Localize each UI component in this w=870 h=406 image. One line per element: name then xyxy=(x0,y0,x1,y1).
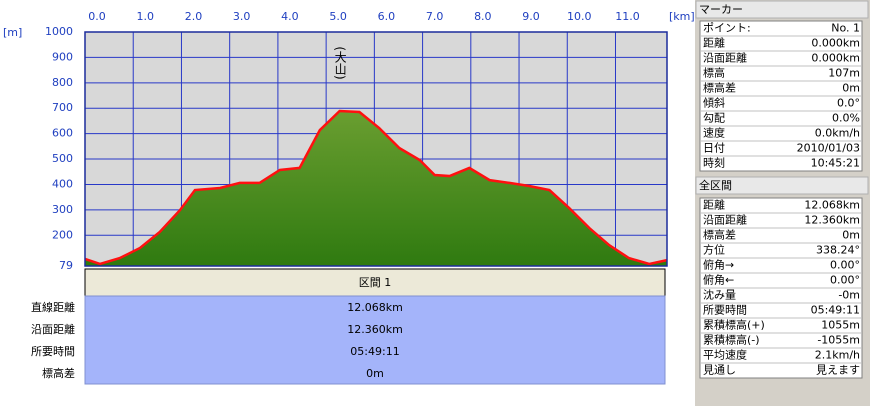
section-row-value: 05:49:11 xyxy=(350,345,399,358)
x-tick-label: 11.0 xyxy=(615,10,640,23)
section-row-label: 所要時間 xyxy=(31,345,75,358)
panel-key: 俯角→ xyxy=(703,258,734,272)
panel-key: 平均速度 xyxy=(703,348,747,362)
panel-key: 勾配 xyxy=(703,112,725,125)
panel-key: 標高差 xyxy=(703,228,736,242)
x-tick-label: 9.0 xyxy=(522,10,540,23)
panel-key: 標高 xyxy=(703,66,725,80)
x-tick-label: 3.0 xyxy=(233,10,251,23)
y-tick-label: 200 xyxy=(52,228,73,241)
section-row-value: 12.068km xyxy=(347,301,403,314)
peak-annotation: (大山) xyxy=(333,46,347,79)
panel-value: 見えます xyxy=(816,364,860,377)
section-row-value: 0m xyxy=(366,367,384,380)
panel-key: 累積標高(+) xyxy=(703,318,765,332)
panel-key: 方位 xyxy=(703,243,725,257)
panel-key: 傾斜 xyxy=(703,96,725,110)
y-tick-label: 1000 xyxy=(45,25,73,38)
marker-panel-header xyxy=(695,0,869,19)
section-title: 区間 1 xyxy=(359,276,392,289)
panel-value: 0.0° xyxy=(837,97,860,110)
section-row-label: 直線距離 xyxy=(31,300,75,314)
y-tick-label: 500 xyxy=(52,152,73,165)
panel-key: 俯角← xyxy=(703,273,734,287)
panel-value: 0.00° xyxy=(830,259,860,272)
y-tick-label: 300 xyxy=(52,203,73,216)
plot-border xyxy=(84,31,668,267)
panel-value: 338.24° xyxy=(816,244,860,257)
panel-key: 沈み量 xyxy=(703,288,736,302)
y-tick-label: 600 xyxy=(52,127,73,140)
x-tick-label: 8.0 xyxy=(474,10,492,23)
panel-key: 時刻 xyxy=(703,156,725,170)
panel-value: -1055m xyxy=(817,334,860,347)
panel-key: 距離 xyxy=(703,198,725,212)
panel-value: 0.000km xyxy=(811,37,860,50)
x-tick-label: 6.0 xyxy=(378,10,396,23)
panel-value: 0m xyxy=(842,82,860,95)
x-tick-label: 1.0 xyxy=(136,10,154,23)
panel-key: 距離 xyxy=(703,36,725,50)
x-unit: [km] xyxy=(669,10,695,23)
section-row-label: 標高差 xyxy=(42,366,75,380)
y-tick-label: 800 xyxy=(52,76,73,89)
y-tick-label: 700 xyxy=(52,101,73,114)
panel-key: 標高差 xyxy=(703,81,736,95)
panel-value: 1055m xyxy=(821,319,860,332)
panel-value: 12.360km xyxy=(804,214,860,227)
panel-key: 日付 xyxy=(703,142,725,155)
panel-value: 107m xyxy=(828,67,860,80)
elevation-area xyxy=(85,111,667,266)
panel-value: 10:45:21 xyxy=(811,157,860,170)
panel-key: 見通し xyxy=(703,364,736,377)
total-panel-title: 全区間 xyxy=(699,178,732,192)
panel-value: 0.0km/h xyxy=(815,127,860,140)
panel-key: 累積標高(-) xyxy=(703,333,760,347)
panel-value: No. 1 xyxy=(831,22,860,35)
panel-value: 0.000km xyxy=(811,52,860,65)
elevation-line xyxy=(84,109,668,266)
panel-key: 速度 xyxy=(703,126,725,140)
section-values-area xyxy=(84,295,666,385)
x-tick-label: 5.0 xyxy=(329,10,347,23)
x-tick-label: 0.0 xyxy=(88,10,106,23)
section-row-label: 沿面距離 xyxy=(31,322,75,336)
panel-key: 沿面距離 xyxy=(703,213,747,227)
y-tick-label: 900 xyxy=(52,50,73,63)
panel-value: 0m xyxy=(842,229,860,242)
x-tick-label: 7.0 xyxy=(426,10,444,23)
x-tick-label: 2.0 xyxy=(185,10,203,23)
panel-key: 所要時間 xyxy=(703,304,747,317)
panel-value: 0.00° xyxy=(830,274,860,287)
y-unit: [m] xyxy=(3,26,22,39)
panel-value: 0.0% xyxy=(832,112,860,125)
panel-value: 12.068km xyxy=(804,199,860,212)
marker-panel-title: マーカー xyxy=(699,3,743,16)
panel-value: 2010/01/03 xyxy=(797,142,860,155)
total-panel-header xyxy=(695,176,869,195)
y-tick-label: 400 xyxy=(52,177,73,190)
section-row-value: 12.360km xyxy=(347,323,403,336)
panel-value: 05:49:11 xyxy=(811,304,860,317)
panel-value: -0m xyxy=(838,289,860,302)
panel-key: ポイント: xyxy=(703,22,751,35)
x-tick-label: 10.0 xyxy=(567,10,592,23)
x-tick-label: 4.0 xyxy=(281,10,299,23)
y-tick-label: 79 xyxy=(59,259,73,272)
panel-key: 沿面距離 xyxy=(703,51,747,65)
panel-value: 2.1km/h xyxy=(815,349,860,362)
